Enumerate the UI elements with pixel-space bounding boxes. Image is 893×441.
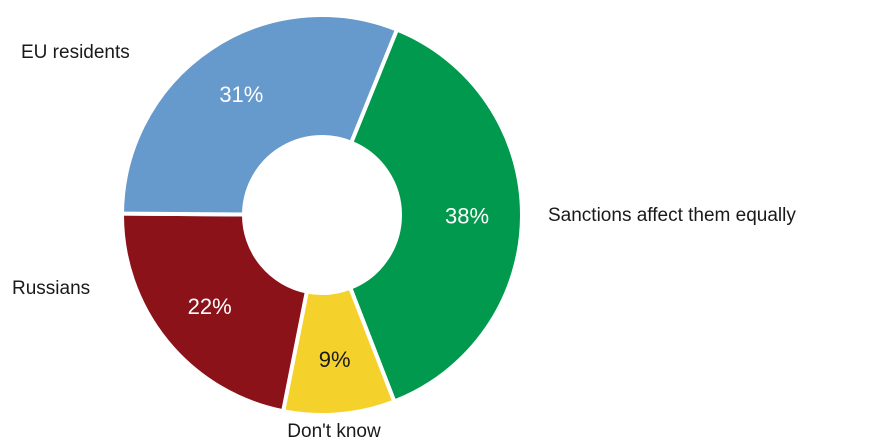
category-label-russians: Russians	[12, 278, 90, 299]
chart-slices	[119, 13, 524, 417]
chart-category-labels: Sanctions affect them equally Don't know R…	[12, 42, 796, 441]
value-label-eu-residents: 31%	[219, 82, 263, 107]
slice-russians	[120, 211, 310, 414]
category-label-sanctions-equal: Sanctions affect them equally	[548, 205, 796, 226]
value-label-russians: 22%	[188, 294, 232, 319]
slice-sanctions-equal	[347, 26, 524, 405]
category-label-dont-know: Don't know	[287, 421, 381, 441]
chart-value-labels: 38% 9% 22% 31%	[188, 82, 489, 372]
value-label-sanctions-equal: 38%	[445, 204, 489, 229]
value-label-dont-know: 9%	[319, 347, 351, 372]
slice-eu-residents	[119, 13, 400, 217]
category-label-eu-residents: EU residents	[21, 42, 130, 63]
